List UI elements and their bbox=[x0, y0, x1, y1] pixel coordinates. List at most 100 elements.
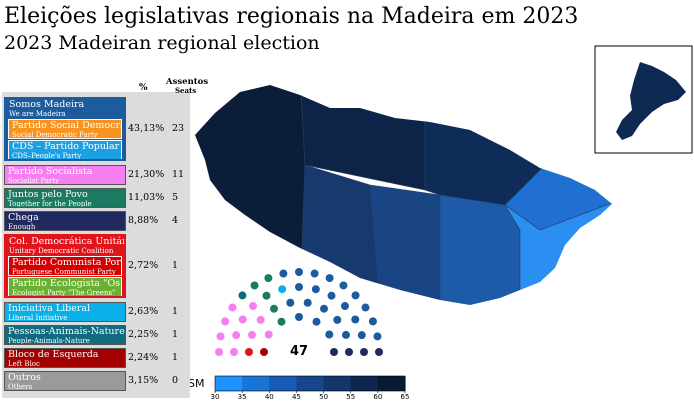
seats-header-en: Seats bbox=[175, 86, 197, 95]
scale-segment bbox=[323, 376, 352, 391]
scale-segment bbox=[215, 376, 243, 391]
subtitle: 2023 Madeiran regional election bbox=[4, 32, 320, 54]
seat bbox=[325, 330, 334, 339]
vote-percent: 43,13% bbox=[128, 123, 165, 134]
seat bbox=[295, 268, 303, 276]
seat-total: 47 bbox=[290, 344, 308, 359]
seat bbox=[249, 302, 258, 311]
seat bbox=[260, 348, 268, 356]
seat bbox=[278, 285, 287, 294]
party-name: Col. Democrática Unitária bbox=[9, 236, 124, 247]
porto-santo bbox=[616, 62, 686, 140]
seat bbox=[295, 283, 303, 291]
party-label: Partido Ecologista "Os Verdes"Ecologist … bbox=[8, 277, 122, 296]
vote-percent: 21,30% bbox=[128, 168, 165, 180]
party-label: Partido Socialista Socialist Party bbox=[4, 165, 126, 185]
vote-percent: 8,88% bbox=[128, 214, 159, 226]
seat bbox=[270, 304, 278, 313]
seat bbox=[238, 291, 247, 300]
seat bbox=[250, 281, 259, 290]
party-name: Partido Comunista Português bbox=[12, 257, 121, 268]
seat bbox=[351, 315, 360, 324]
seat bbox=[256, 315, 265, 324]
seat bbox=[361, 303, 370, 312]
party-name: CDS – Partido Popular bbox=[12, 141, 120, 152]
percent-header: % bbox=[139, 83, 148, 93]
seat bbox=[228, 303, 237, 312]
municipality bbox=[195, 85, 306, 301]
party-name-en: Social Democratic Party bbox=[12, 131, 98, 139]
party-name: Iniciativa Liberal bbox=[8, 303, 91, 314]
party-name: Partido Socialista bbox=[8, 166, 93, 177]
party-name-en: Others bbox=[8, 383, 33, 391]
title: Eleições legislativas regionais na Madei… bbox=[4, 4, 579, 29]
party-label: Chega Enough bbox=[4, 211, 126, 231]
seat bbox=[312, 317, 321, 326]
party-name: Juntos pelo Povo bbox=[8, 189, 88, 200]
scale-segment bbox=[269, 376, 297, 391]
party-name-en: Left Bloc bbox=[8, 360, 40, 368]
scale-frame bbox=[214, 375, 406, 392]
seat bbox=[311, 285, 320, 294]
party-name-en: Enough bbox=[8, 223, 36, 231]
seat bbox=[340, 302, 349, 311]
seat bbox=[339, 281, 348, 290]
vote-percent: 2,72% bbox=[128, 260, 159, 271]
seat bbox=[264, 330, 273, 339]
party-label: Bloco de Esquerda Left Bloc bbox=[4, 348, 126, 368]
seat-count: 4 bbox=[172, 214, 179, 226]
party-name-en: CDS–People's Party bbox=[12, 152, 82, 160]
party-name-en: We are Madeira bbox=[9, 110, 66, 118]
seat bbox=[295, 313, 303, 321]
seat bbox=[230, 348, 238, 356]
seat bbox=[373, 332, 382, 341]
seat bbox=[232, 331, 241, 340]
seat bbox=[303, 298, 312, 307]
vote-percent: 3,15% bbox=[128, 374, 159, 386]
seat-count: 1 bbox=[172, 328, 179, 340]
scale-tick-label: 45 bbox=[292, 393, 301, 401]
party-name: Partido Social Democrata bbox=[12, 120, 121, 131]
seat bbox=[375, 348, 383, 356]
party-name-en: Portuguese Communist Party bbox=[12, 268, 116, 276]
scale-segment bbox=[350, 376, 379, 391]
party-name: Somos Madeira bbox=[9, 99, 85, 110]
party-label: Juntos pelo Povo Together for the People bbox=[4, 188, 126, 208]
party-name-en: Liberal Initiative bbox=[8, 314, 68, 322]
party-name: Partido Ecologista "Os Verdes" bbox=[12, 278, 121, 289]
seat bbox=[351, 291, 360, 300]
party-name-en: Unitary Democratic Coalition bbox=[9, 247, 114, 255]
seat-count: 23 bbox=[172, 123, 185, 134]
party-label: Outros Others bbox=[4, 371, 126, 391]
party-name: Outros bbox=[8, 372, 41, 383]
party-label: CDS – Partido Popular CDS–People's Party bbox=[8, 140, 122, 160]
seat-count: 5 bbox=[172, 191, 179, 203]
seat-count: 11 bbox=[172, 168, 185, 180]
scale-tick-label: 50 bbox=[319, 393, 328, 401]
vote-percent: 2,25% bbox=[128, 328, 159, 340]
seat bbox=[368, 317, 377, 326]
vote-percent: 11,03% bbox=[128, 191, 165, 203]
municipality bbox=[369, 184, 441, 305]
scale-segment bbox=[242, 376, 270, 391]
party-name-en: Together for the People bbox=[8, 200, 92, 208]
party-label: Partido Comunista PortuguêsPortuguese Co… bbox=[8, 256, 122, 276]
scale-segment bbox=[377, 376, 406, 391]
seat bbox=[221, 317, 230, 326]
scale-tick-label: 35 bbox=[238, 393, 247, 401]
vote-percent: 2,24% bbox=[128, 351, 159, 363]
party-label: Partido Social DemocrataSocial Democrati… bbox=[8, 119, 122, 139]
seat bbox=[345, 348, 353, 356]
seat-count: 1 bbox=[172, 305, 179, 317]
madeira-map bbox=[195, 85, 612, 305]
party-label: Iniciativa Liberal Liberal Initiative bbox=[4, 302, 126, 322]
seats-header: Assentos bbox=[166, 77, 209, 87]
seat bbox=[279, 269, 288, 278]
scale-segment bbox=[296, 376, 325, 391]
scale-tick-label: 65 bbox=[401, 393, 410, 401]
party-name: Pessoas-Animais-Natureza bbox=[8, 326, 126, 337]
scale-label: SM bbox=[188, 377, 204, 390]
seat-count: 1 bbox=[172, 351, 179, 363]
